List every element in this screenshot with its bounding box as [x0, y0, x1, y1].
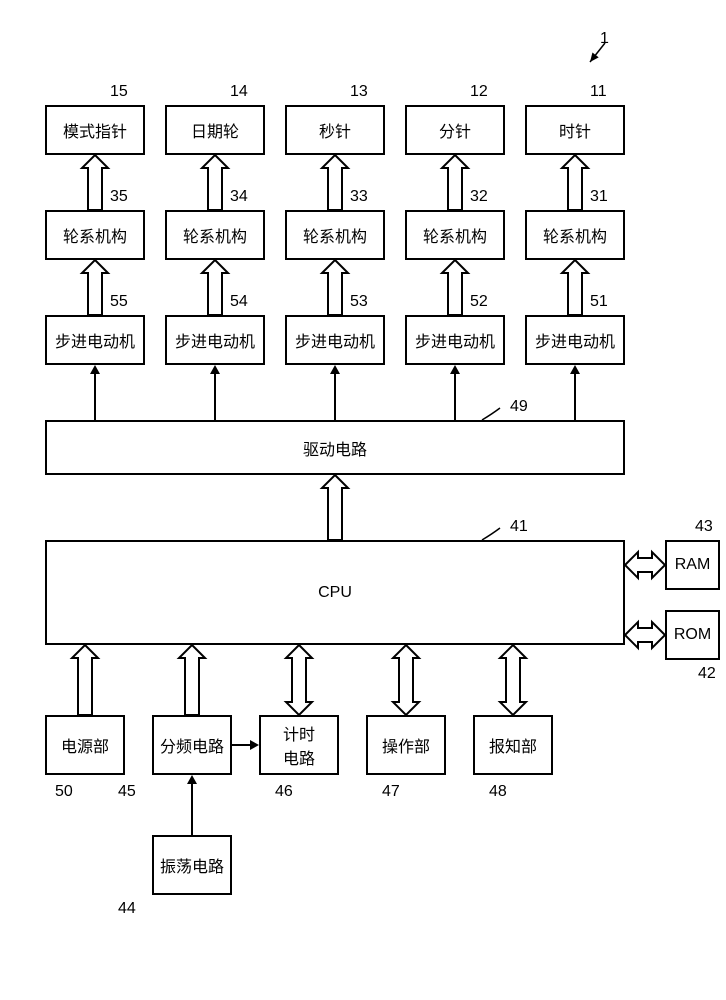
thin-arrow-n49-n51-head — [570, 365, 580, 374]
thin-arrow-n49-n52-head — [450, 365, 460, 374]
block-diagram: 1模式指针日期轮秒针分针时针轮系机构轮系机构轮系机构轮系机构轮系机构步进电动机步… — [0, 0, 726, 1000]
thin-arrow-n49-n54 — [214, 374, 216, 420]
thin-arrow-n49-n53 — [334, 374, 336, 420]
thin-arrow-n45-n46 — [232, 744, 250, 746]
thin-arrow-n49-n52 — [454, 374, 456, 420]
thin-arrow-n44-n45-head — [187, 775, 197, 784]
thin-arrow-n49-n53-head — [330, 365, 340, 374]
thin-arrow-n45-n46-head — [250, 740, 259, 750]
thin-arrow-n44-n45 — [191, 784, 193, 835]
block-arrow-bi-n41-n42 — [0, 0, 726, 1000]
thin-arrow-n49-n54-head — [210, 365, 220, 374]
thin-arrow-n49-n51 — [574, 374, 576, 420]
thin-arrow-n49-n55 — [94, 374, 96, 420]
thin-arrow-n49-n55-head — [90, 365, 100, 374]
